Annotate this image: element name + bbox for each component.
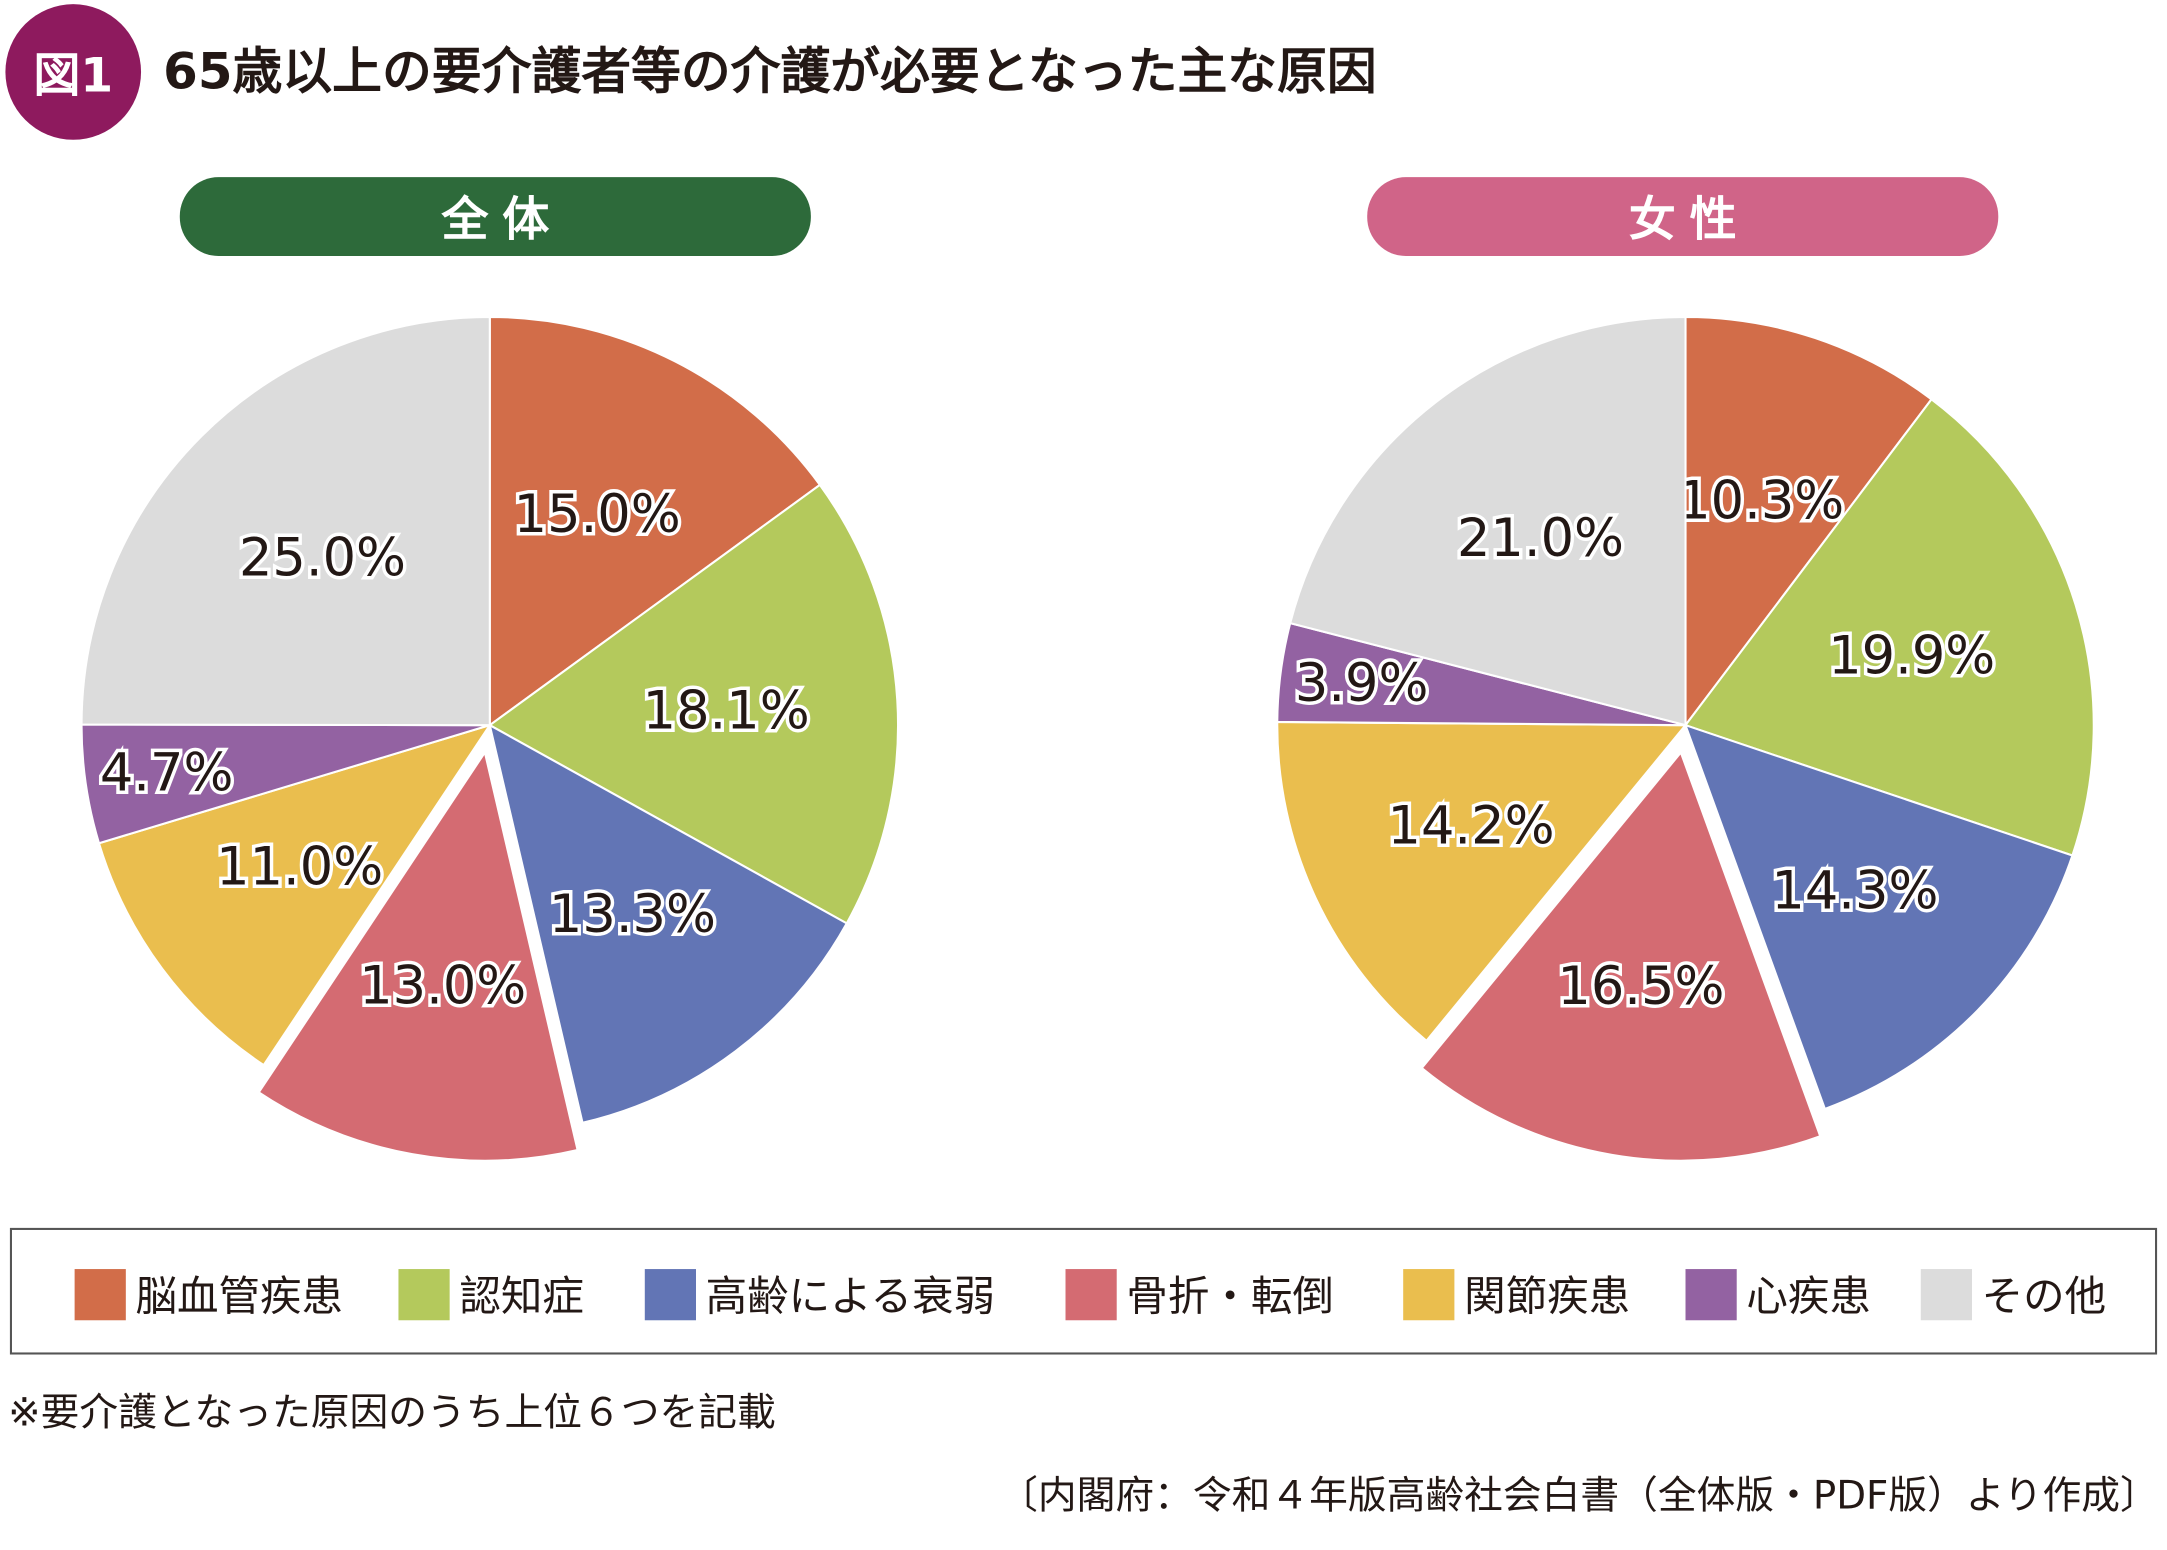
pie-header-female: 女性 xyxy=(1367,177,1999,257)
pie-slice-2 xyxy=(487,483,900,925)
pie-slice-4 xyxy=(257,749,579,1162)
legend-swatch xyxy=(1403,1269,1455,1321)
pie-slice-7 xyxy=(80,315,491,727)
data-label: 11.0% xyxy=(216,836,383,897)
legend-label: その他 xyxy=(1982,1272,2107,1321)
footnote: ※要介護となった原因のうち上位６つを記載 xyxy=(8,1390,776,1435)
figure-badge xyxy=(5,4,142,140)
legend-item: 認知症 xyxy=(398,1269,584,1321)
pie-slice-3 xyxy=(488,723,849,1125)
legend-label: 骨折・転倒 xyxy=(1126,1272,1334,1321)
pie-chart-female: 10.3% 19.9% 14.3% 16.5% 14.2% 3.9% 21.0% xyxy=(1276,315,2095,1162)
legend-swatch xyxy=(398,1269,450,1321)
data-label: 10.3% xyxy=(1677,471,1844,532)
pie-title-all: 全体 xyxy=(440,192,563,247)
data-label: 15.0% xyxy=(514,484,681,545)
pie-slice-1 xyxy=(488,315,822,728)
legend-swatch xyxy=(1920,1269,1972,1321)
legend-item: 関節疾患 xyxy=(1403,1269,1630,1321)
data-label: 4.7% xyxy=(100,743,234,804)
pie-slice-1 xyxy=(1684,315,1933,729)
legend-label: 脳血管疾患 xyxy=(136,1272,344,1321)
legend-label: 心疾患 xyxy=(1746,1272,1871,1321)
figure-header: 図1 65歳以上の要介護者等の介護が必要となった主な原因 xyxy=(5,4,1377,140)
legend-swatch xyxy=(644,1269,696,1321)
legend-swatch xyxy=(1065,1269,1117,1321)
legend-label: 高齢による衰弱 xyxy=(706,1272,995,1321)
figure-badge-label: 図1 xyxy=(33,48,113,103)
legend-item: 骨折・転倒 xyxy=(1065,1269,1334,1321)
legend-swatch xyxy=(74,1269,126,1321)
legend-item: 高齢による衰弱 xyxy=(644,1269,995,1321)
pie-title-female: 女性 xyxy=(1629,192,1751,247)
pie-header-all: 全体 xyxy=(179,177,811,257)
legend-swatch xyxy=(1685,1269,1737,1321)
pie-slice-5 xyxy=(1276,720,1688,1043)
pie-slice-4 xyxy=(1420,750,1822,1162)
legend-label: 関節疾患 xyxy=(1464,1272,1630,1321)
pie-slice-5 xyxy=(97,723,493,1067)
data-label: 13.3% xyxy=(549,884,716,945)
pie-slice-3 xyxy=(1683,723,2074,1111)
data-label: 3.9% xyxy=(1295,653,1429,714)
data-label: 13.0% xyxy=(359,955,526,1016)
data-label: 19.9% xyxy=(1828,625,1995,686)
legend-item: 心疾患 xyxy=(1685,1269,1871,1321)
legend: 脳血管疾患 認知症 高齢による衰弱 骨折・転倒 関節疾患 心疾患 その他 xyxy=(9,1227,2158,1355)
pie-slice-2 xyxy=(1683,397,2095,857)
data-label: 16.5% xyxy=(1557,956,1724,1017)
pie-chart-all: 15.0% 18.1% 13.3% 13.0% 11.0% 4.7% 25.0% xyxy=(80,315,900,1162)
data-label: 21.0% xyxy=(1457,508,1624,569)
legend-label: 認知症 xyxy=(459,1272,584,1321)
data-label: 25.0% xyxy=(239,528,406,589)
figure-title: 65歳以上の要介護者等の介護が必要となった主な原因 xyxy=(163,43,1377,101)
data-label: 14.2% xyxy=(1388,796,1555,857)
data-label: 14.3% xyxy=(1771,861,1938,922)
data-label: 18.1% xyxy=(643,681,810,742)
pie-slice-7 xyxy=(1288,315,1687,727)
legend-item: その他 xyxy=(1920,1269,2107,1321)
source-note: 〔内閣府：令和４年版高齢社会白書（全体版・PDF版）より作成〕 xyxy=(999,1473,2159,1518)
legend-item: 脳血管疾患 xyxy=(74,1269,344,1321)
